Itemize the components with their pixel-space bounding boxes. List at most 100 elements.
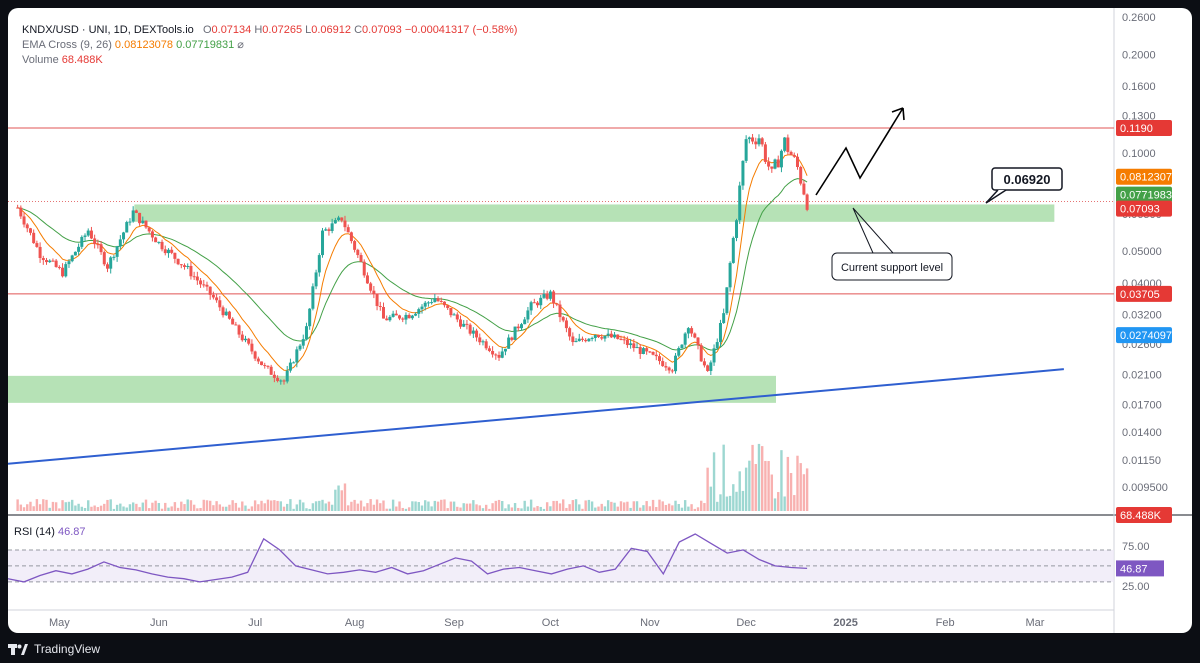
candle-body: [516, 326, 520, 329]
price-tick-label: 0.05000: [1122, 246, 1162, 258]
hidden-icon[interactable]: ⌀: [237, 39, 244, 51]
volume-bar: [568, 504, 571, 511]
candle-body: [465, 323, 469, 325]
footer-brand: TradingView: [34, 642, 101, 656]
price-chart[interactable]: 0.06920 Current support level RSI (14) 46.…: [8, 8, 1192, 633]
candle-body: [340, 217, 344, 221]
support-label-box: [831, 252, 953, 281]
volume-bar: [481, 508, 485, 511]
rsi-value-badge: [1116, 560, 1164, 577]
rsi-tick-label: 25.00: [1122, 581, 1150, 593]
candle-body: [661, 361, 665, 367]
price-tick-label: 0.01700: [1122, 400, 1162, 412]
candle-body: [433, 298, 437, 303]
volume-bar: [160, 508, 164, 511]
price-badge-text: 0.1190: [1120, 123, 1153, 135]
legend-ema-label[interactable]: EMA Cross (9, 26): [22, 39, 112, 51]
candle-body: [751, 137, 755, 142]
volume-bar: [192, 504, 196, 511]
volume-bar: [327, 501, 331, 511]
volume-bar: [343, 483, 347, 511]
volume-bar: [732, 484, 735, 511]
candle-body: [725, 287, 729, 314]
candle-body: [436, 298, 440, 302]
candle-body: [625, 339, 629, 346]
legend-volume-row: Volume 68.488K: [22, 53, 517, 68]
candle-body: [311, 286, 315, 309]
volume-bar: [459, 507, 462, 511]
volume-bar: [292, 508, 295, 511]
candle-body: [446, 305, 450, 309]
candle-body: [484, 341, 488, 349]
volume-bar: [353, 499, 356, 511]
volume-bar: [22, 507, 26, 511]
volume-bar: [478, 505, 481, 511]
candle-body: [304, 326, 308, 340]
volume-bar: [648, 506, 652, 511]
candle-body: [635, 347, 639, 349]
volume-bar: [562, 499, 565, 511]
chart-card: 0.06920 Current support level RSI (14) 46.…: [8, 8, 1192, 633]
volume-bar: [119, 503, 122, 511]
legend-open: 0.07134: [211, 24, 252, 36]
candle-body: [369, 283, 373, 291]
candle-body: [651, 351, 655, 355]
candle-body: [645, 348, 649, 352]
volume-bar: [269, 500, 273, 511]
volume-bar: [164, 502, 167, 511]
volume-bar: [279, 501, 282, 511]
volume-bar: [690, 504, 693, 511]
support-zone-1: [134, 204, 1055, 222]
candle-body: [292, 362, 296, 364]
volume-bar: [642, 505, 645, 511]
candle-body: [19, 207, 23, 217]
volume-bar: [639, 507, 642, 511]
volume-bar: [414, 501, 417, 511]
candle-body: [744, 139, 748, 161]
candle-body: [89, 230, 93, 239]
volume-bar: [109, 499, 112, 511]
volume-bar: [664, 504, 668, 511]
volume-bar: [151, 502, 154, 511]
volume-bar: [64, 502, 67, 511]
volume-bar: [87, 500, 90, 511]
volume-bar: [148, 508, 151, 511]
volume-bar: [19, 504, 23, 511]
candle-body: [192, 276, 196, 278]
legend-l-label: L: [305, 24, 312, 36]
volume-bar: [687, 506, 690, 511]
candle-body: [41, 257, 45, 261]
candle-body: [600, 337, 604, 339]
volume-bar: [606, 500, 610, 511]
candle-body: [102, 252, 106, 265]
candle-body: [109, 257, 113, 269]
candle-body: [779, 150, 783, 168]
price-tick-label: 0.1000: [1122, 148, 1156, 160]
legend-volume-label[interactable]: Volume: [22, 54, 59, 66]
candle-body: [173, 252, 177, 259]
candle-body: [28, 228, 32, 233]
volume-bar: [99, 505, 103, 511]
candle-body: [616, 334, 620, 339]
volume-bar: [417, 502, 420, 511]
volume-bar: [260, 500, 263, 511]
volume-bar: [424, 500, 427, 511]
volume-bar: [154, 500, 157, 511]
candle-body: [77, 246, 81, 252]
volume-bar: [90, 506, 93, 511]
volume-bar: [513, 503, 517, 511]
candle-body: [365, 275, 369, 284]
volume-bar: [70, 499, 74, 511]
time-tick-label: Jul: [248, 617, 262, 629]
candle-body: [243, 338, 247, 341]
volume-bar: [135, 503, 138, 511]
candle-body: [574, 341, 578, 343]
candle-body: [208, 286, 212, 295]
volume-bar: [539, 506, 542, 511]
candle-body: [638, 347, 642, 354]
price-tick-label: 0.2000: [1122, 49, 1156, 61]
volume-bar: [507, 504, 510, 511]
price-tick-label: 0.01150: [1122, 455, 1161, 467]
candle-body: [83, 235, 87, 237]
support-zone-2: [8, 375, 776, 403]
